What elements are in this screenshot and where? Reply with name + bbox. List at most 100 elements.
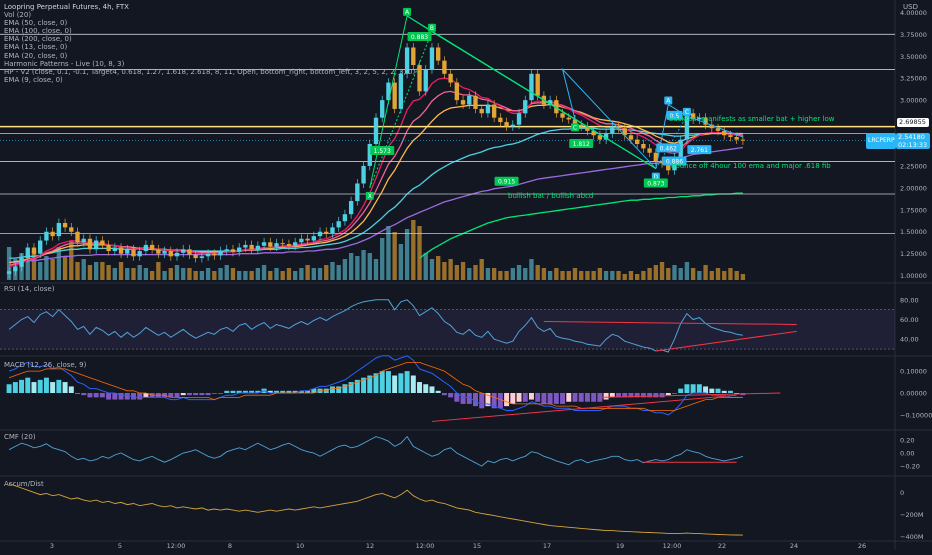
- pattern-ratio-label: 2.761: [691, 147, 708, 154]
- macd-trendline: [431, 394, 737, 422]
- volume-bar: [485, 268, 491, 280]
- macd-histogram-bar: [653, 393, 659, 398]
- macd-histogram-bar: [56, 379, 62, 393]
- candle-body: [597, 135, 603, 140]
- resistance-price-text: 2.69855: [899, 118, 926, 126]
- macd-histogram-bar: [684, 384, 690, 393]
- pattern-point-marker: [664, 96, 673, 105]
- time-tick-label: 24: [790, 542, 798, 550]
- volume-bar: [342, 259, 348, 280]
- macd-label[interactable]: MACD (12, 26, close, 9): [4, 361, 87, 369]
- macd-histogram-bar: [348, 382, 354, 393]
- candle-body: [93, 240, 99, 250]
- legend-item[interactable]: EMA (20, close, 0): [4, 51, 68, 60]
- macd-histogram-bar: [441, 393, 447, 396]
- volume-bar: [610, 271, 615, 280]
- volume-bar: [137, 265, 142, 280]
- pattern-point-label: X: [368, 193, 372, 200]
- candle-body: [174, 252, 180, 257]
- candle-body: [131, 249, 136, 257]
- price-tick-label: 1.50000: [900, 228, 927, 236]
- candle-body: [678, 139, 683, 158]
- macd-histogram-bar: [274, 390, 279, 393]
- pattern-ratio-box: [407, 31, 432, 41]
- volume-bar: [156, 262, 161, 280]
- candle-body: [237, 247, 242, 252]
- candle-body: [156, 249, 161, 254]
- macd-histogram-bar: [591, 393, 597, 402]
- last-price-box: 2.54180 02:13:33: [896, 133, 930, 149]
- volume-bar: [504, 271, 509, 280]
- volume-bar: [734, 271, 739, 280]
- harmonic-pattern[interactable]: X A B C D A C 0.883 1.573 1.812 0.915 0.873 0.5 0.462…: [365, 7, 744, 200]
- macd-histogram-bar: [292, 390, 298, 393]
- pane-tick-label: −200M: [900, 511, 923, 519]
- macd-histogram-bar: [106, 393, 112, 400]
- candle-body: [697, 117, 702, 120]
- legend-item[interactable]: HP - V2 (close, 0.1, -0.1, Target4, 0.61…: [4, 67, 416, 76]
- pane-tick-label: −400M: [900, 533, 923, 541]
- macd-histogram-bar: [298, 390, 304, 393]
- legend-item[interactable]: Vol (20): [4, 11, 32, 20]
- macd-histogram-bar: [143, 393, 149, 398]
- volume-bar: [715, 268, 721, 280]
- volume-bar: [149, 271, 155, 280]
- volume-bar: [603, 271, 609, 280]
- macd-histogram-bar: [398, 373, 404, 393]
- macd-histogram-bar: [721, 390, 727, 393]
- candle-body: [709, 124, 714, 129]
- candle-body: [137, 251, 142, 257]
- pane-tick-label: 0.00: [900, 450, 914, 458]
- volume-bar: [442, 262, 447, 280]
- candle-body: [38, 240, 43, 254]
- volume-bar: [348, 253, 354, 280]
- macd-histogram-bar: [379, 371, 385, 393]
- pane-tick-label: 0.20: [900, 436, 914, 444]
- symbol-title[interactable]: Loopring Perpetual Futures, 4h, FTX: [4, 3, 129, 11]
- legend-item[interactable]: Harmonic Patterns - Live (10, 8, 3): [4, 59, 125, 68]
- macd-histogram-bar: [354, 379, 360, 393]
- candle-body: [317, 231, 323, 237]
- volume-bar: [728, 268, 733, 280]
- volume-bar: [162, 271, 167, 280]
- legend-item[interactable]: EMA (100, close, 0): [4, 27, 72, 36]
- chart-annotation: backtest manifests as smaller bat + high…: [669, 115, 835, 123]
- candle-body: [125, 249, 130, 254]
- macd-histogram-bar: [124, 393, 130, 400]
- volume-bar: [25, 259, 30, 280]
- candle-body: [168, 251, 173, 257]
- time-tick-label: 12:00: [416, 542, 435, 550]
- candle-body: [585, 126, 590, 131]
- candle-body: [504, 122, 509, 127]
- accum-dist-label[interactable]: Accum/Dist: [4, 480, 44, 488]
- volume-bar: [56, 247, 62, 280]
- annotations: backtest manifests as smaller bat + high…: [508, 115, 835, 200]
- candle-body: [473, 95, 478, 109]
- legend-item[interactable]: EMA (9, close, 0): [4, 75, 63, 84]
- price-tick-label: 2.25000: [900, 162, 927, 170]
- rsi-label[interactable]: RSI (14, close): [4, 285, 55, 293]
- candle-body: [274, 243, 279, 247]
- volume-bar: [336, 265, 341, 280]
- cmf-label[interactable]: CMF (20): [4, 433, 36, 441]
- rsi-band-fill: [0, 309, 895, 350]
- legend-item[interactable]: EMA (13, close, 0): [4, 43, 68, 52]
- pattern-ratio-box: [656, 143, 681, 153]
- candle-body: [330, 227, 335, 234]
- horizontal-levels[interactable]: [0, 33, 895, 234]
- price-tick-label: 1.25000: [900, 250, 927, 258]
- macd-histogram-bar: [497, 393, 503, 409]
- candle-body: [454, 82, 460, 101]
- candle-body: [149, 244, 155, 250]
- legend-item[interactable]: EMA (200, close, 0): [4, 35, 72, 44]
- macd-pane: 0.10000 0.00000 −0.10000: [6, 355, 932, 422]
- candle-body: [118, 247, 124, 254]
- macd-histogram-bar: [690, 384, 696, 393]
- candle-body: [187, 249, 192, 255]
- legend-item[interactable]: EMA (50, close, 0): [4, 19, 68, 28]
- volume-bar: [181, 268, 186, 280]
- macd-histogram-bar: [547, 393, 553, 404]
- pattern-ratio-box: [569, 139, 594, 148]
- candle-body: [653, 152, 659, 162]
